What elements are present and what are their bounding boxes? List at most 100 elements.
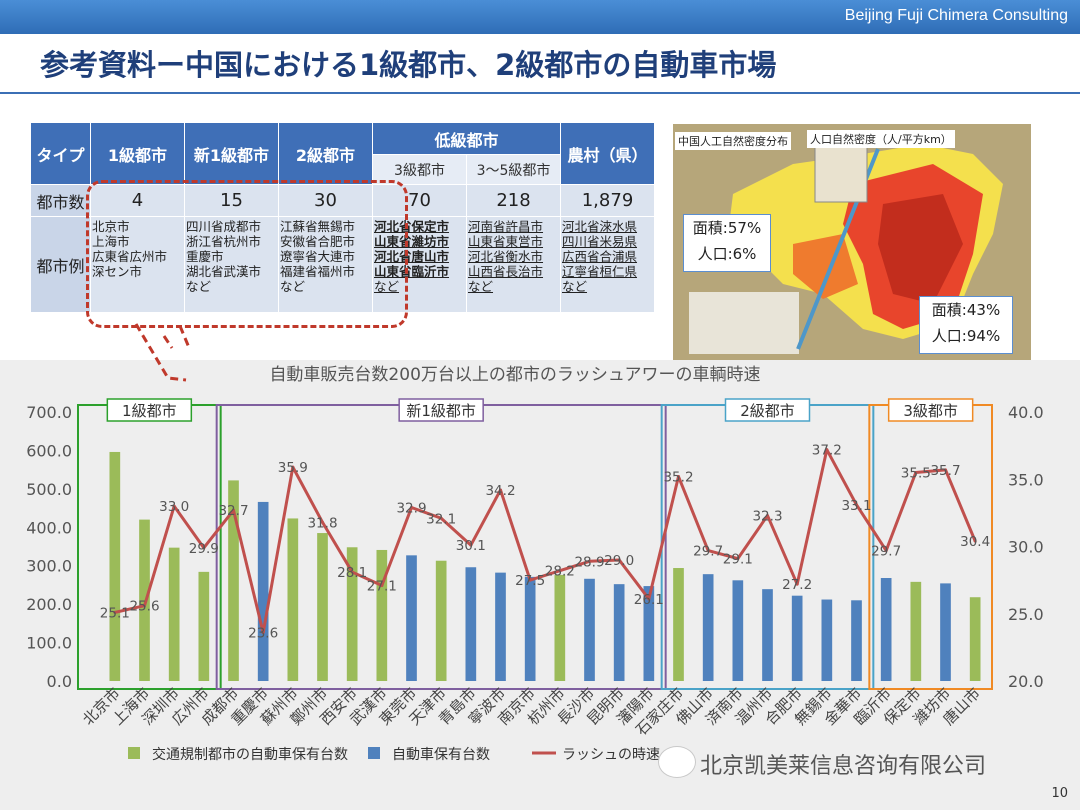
- highlight-dashed-frame: [86, 180, 408, 328]
- bar: [613, 584, 625, 681]
- bar: [554, 574, 566, 681]
- city-name: など: [562, 279, 588, 294]
- city-name: など: [186, 279, 212, 294]
- watermark-text: 北京凯美莱信息咨询有限公司: [700, 754, 987, 779]
- speed-data-label: 32.3: [752, 509, 782, 525]
- count-cell: 218: [466, 184, 561, 217]
- speed-data-label: 28.1: [337, 565, 367, 581]
- tier3-subheader: 3級都市: [372, 154, 467, 185]
- city-name: 四川省成都市: [186, 219, 262, 234]
- speed-point: [350, 570, 354, 574]
- city-name: 深セン市: [92, 264, 143, 279]
- city-name: 山東省東営市: [468, 234, 544, 249]
- y-axis-tick-label: 700.0: [26, 403, 72, 422]
- speed-point: [113, 610, 117, 614]
- speed-line: [114, 448, 977, 635]
- city-name: 山東省濰坊市: [374, 234, 450, 249]
- bar: [762, 589, 773, 681]
- bar: [821, 599, 833, 681]
- bar: [317, 533, 328, 681]
- bar: [198, 571, 210, 681]
- speed-point: [677, 475, 680, 479]
- tier-group-label: 2級都市: [740, 402, 795, 420]
- city-name: 河北省衡水市: [468, 249, 544, 264]
- city-name: 重慶市: [186, 249, 224, 264]
- tier-group-label-box: [724, 398, 811, 422]
- city-name: 安徽省合肥市: [280, 234, 356, 249]
- speed-data-label: 28.9: [574, 554, 604, 570]
- examples-cell: 河南省許昌市 山東省東営市 河北省衡水市 山西省長治市 など: [466, 216, 561, 313]
- examples-row: 都市例 北京市 上海市 広東省広州市 深セン市 四川省成都市 浙江省杭州市 重慶…: [30, 216, 655, 313]
- city-name: など: [280, 279, 306, 294]
- east-share-box: 面積:43% 人口:94%: [919, 296, 1013, 354]
- wechat-icon: [658, 746, 696, 778]
- bar: [228, 480, 239, 681]
- count-cell: 15: [184, 184, 279, 217]
- bar: [732, 580, 744, 681]
- speed-data-label: 27.1: [367, 579, 397, 595]
- y2-axis-tick-label: 30.0: [1008, 538, 1044, 557]
- newtier1-header: 新1級都市: [184, 122, 279, 185]
- bar: [168, 547, 180, 681]
- speed-data-label: 32.1: [426, 511, 456, 527]
- title-divider: [0, 92, 1080, 94]
- y-axis-tick-label: 0.0: [47, 672, 72, 691]
- tier-group-label: 新1級都市: [406, 402, 476, 420]
- speed-data-label: 37.2: [812, 443, 842, 459]
- speed-point: [795, 582, 799, 586]
- speed-point: [261, 631, 265, 635]
- rural-header: 農村（県）: [560, 122, 655, 185]
- speed-point: [528, 578, 532, 582]
- bar: [910, 581, 922, 681]
- bar: [465, 567, 477, 681]
- west-population-share: 人口:6%: [697, 245, 757, 263]
- speed-data-label: 31.8: [307, 515, 337, 531]
- bar: [584, 578, 595, 681]
- count-row-label: 都市数: [30, 184, 91, 217]
- speed-point: [143, 604, 146, 608]
- city-name: 河北省淶水県: [562, 219, 638, 234]
- tier1-header: 1級都市: [90, 122, 185, 185]
- top-bar: Beijing Fuji Chimera Consulting: [0, 0, 1080, 34]
- speed-data-label: 26.1: [634, 592, 664, 608]
- speed-point: [172, 504, 176, 508]
- speed-point: [321, 520, 324, 524]
- bar: [702, 574, 714, 681]
- speed-point: [410, 505, 413, 509]
- y2-axis-tick-label: 35.0: [1008, 470, 1044, 489]
- city-name: 河北省唐山市: [374, 249, 450, 264]
- chart-title: 自動車販売台数200万台以上の都市のラッシュアワーの車輌時速: [269, 365, 760, 385]
- y-axis-tick-label: 500.0: [26, 480, 72, 499]
- speed-data-label: 29.0: [604, 553, 634, 569]
- city-name: 辽寧省桓仁県: [562, 264, 638, 279]
- speed-point: [232, 508, 235, 512]
- y-axis-tick-label: 400.0: [26, 518, 72, 537]
- city-name: 浙江省杭州市: [186, 234, 262, 249]
- y-axis-tick-label: 300.0: [26, 557, 72, 576]
- legend-label: 交通規制都市の自動車保有台数: [152, 746, 348, 763]
- speed-point: [855, 503, 858, 507]
- city-name: 福建省福州市: [280, 264, 356, 279]
- west-share-box: 面積:57% 人口:6%: [683, 214, 771, 272]
- speed-data-label: 32.9: [396, 500, 426, 516]
- east-area-share: 面積:43%: [931, 301, 1001, 319]
- bar: [346, 547, 358, 681]
- legend-swatch: [368, 747, 380, 759]
- map-title: 中国人工自然密度分布: [675, 132, 791, 150]
- china-map-icon: [673, 124, 1031, 360]
- bar: [495, 572, 506, 681]
- speed-point: [588, 559, 591, 563]
- speed-data-label: 27.2: [782, 577, 812, 593]
- map-legend-title: 人口自然密度（人/平方km）: [807, 130, 955, 148]
- bar: [880, 578, 892, 681]
- speed-point: [499, 488, 502, 492]
- speed-data-label: 29.9: [189, 541, 219, 557]
- speed-point: [766, 514, 769, 518]
- city-name: 河南省許昌市: [468, 219, 544, 234]
- count-row: 都市数 4 15 30 70 218 1,879: [30, 184, 655, 217]
- city-name: 四川省米易県: [562, 234, 638, 249]
- count-cell: 1,879: [560, 184, 655, 217]
- city-name: 広東省広州市: [92, 249, 168, 264]
- city-name: 広西省合浦県: [562, 249, 638, 264]
- bar: [969, 597, 981, 681]
